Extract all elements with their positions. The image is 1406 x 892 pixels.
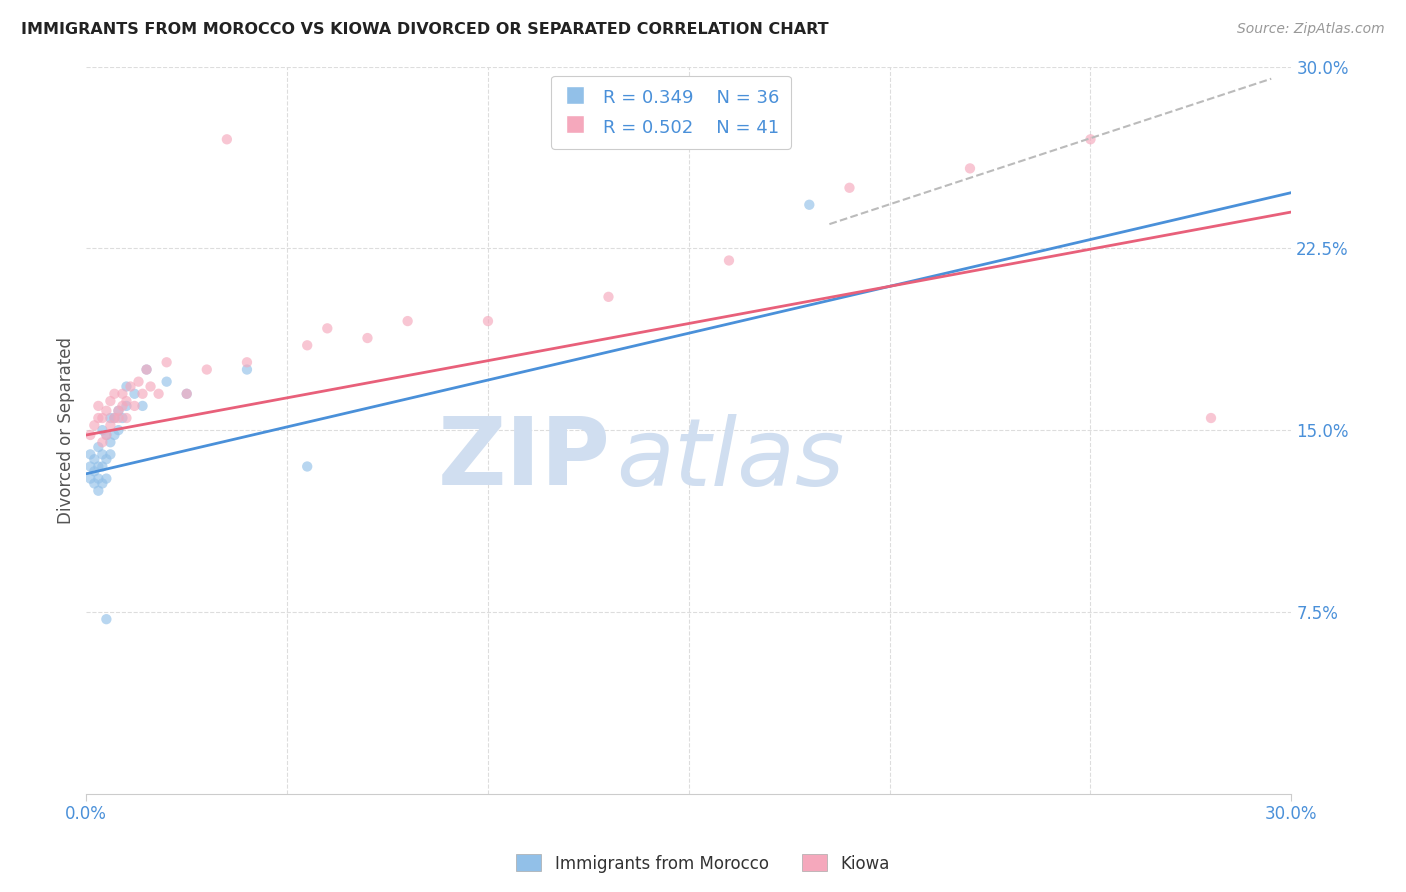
Point	[131, 399, 153, 413]
Point	[100, 394, 122, 409]
Point	[135, 362, 157, 376]
Point	[195, 362, 218, 376]
Point	[176, 386, 198, 401]
Point	[115, 394, 138, 409]
Point	[83, 452, 105, 467]
Point	[96, 428, 118, 442]
Point	[103, 386, 125, 401]
Point	[236, 362, 259, 376]
Text: atlas: atlas	[616, 414, 845, 505]
Point	[598, 290, 620, 304]
Point	[236, 355, 259, 369]
Point	[79, 472, 101, 486]
Point	[100, 435, 122, 450]
Point	[96, 428, 118, 442]
Point	[396, 314, 419, 328]
Point	[297, 338, 319, 352]
Point	[96, 472, 118, 486]
Point	[87, 459, 110, 474]
Point	[838, 181, 860, 195]
Text: ZIP: ZIP	[437, 413, 610, 505]
Point	[107, 411, 129, 425]
Point	[79, 459, 101, 474]
Point	[111, 386, 134, 401]
Point	[103, 411, 125, 425]
Point	[91, 447, 114, 461]
Point	[297, 459, 319, 474]
Point	[96, 403, 118, 417]
Point	[87, 399, 110, 413]
Point	[87, 472, 110, 486]
Point	[356, 331, 378, 345]
Point	[83, 464, 105, 478]
Point	[215, 132, 238, 146]
Point	[107, 403, 129, 417]
Point	[91, 411, 114, 425]
Point	[156, 375, 179, 389]
Point	[316, 321, 339, 335]
Point	[100, 411, 122, 425]
Point	[115, 399, 138, 413]
Point	[115, 411, 138, 425]
Point	[176, 386, 198, 401]
Point	[1199, 411, 1222, 425]
Point	[83, 476, 105, 491]
Point	[124, 386, 146, 401]
Point	[96, 452, 118, 467]
Point	[115, 379, 138, 393]
Point	[103, 411, 125, 425]
Point	[124, 399, 146, 413]
Point	[717, 253, 740, 268]
Point	[79, 428, 101, 442]
Point	[477, 314, 499, 328]
Text: IMMIGRANTS FROM MOROCCO VS KIOWA DIVORCED OR SEPARATED CORRELATION CHART: IMMIGRANTS FROM MOROCCO VS KIOWA DIVORCE…	[21, 22, 828, 37]
Point	[111, 399, 134, 413]
Point	[107, 423, 129, 437]
Point	[100, 447, 122, 461]
Point	[91, 423, 114, 437]
Text: Source: ZipAtlas.com: Source: ZipAtlas.com	[1237, 22, 1385, 37]
Point	[131, 386, 153, 401]
Point	[87, 411, 110, 425]
Point	[103, 428, 125, 442]
Point	[1080, 132, 1102, 146]
Point	[87, 483, 110, 498]
Point	[148, 386, 170, 401]
Point	[100, 418, 122, 433]
Point	[87, 440, 110, 454]
Legend: R = 0.349    N = 36, R = 0.502    N = 41: R = 0.349 N = 36, R = 0.502 N = 41	[551, 76, 790, 149]
Point	[91, 459, 114, 474]
Point	[91, 476, 114, 491]
Y-axis label: Divorced or Separated: Divorced or Separated	[58, 336, 75, 524]
Point	[799, 198, 821, 212]
Point	[959, 161, 981, 176]
Point	[128, 375, 150, 389]
Point	[79, 447, 101, 461]
Legend: Immigrants from Morocco, Kiowa: Immigrants from Morocco, Kiowa	[509, 847, 897, 880]
Point	[91, 435, 114, 450]
Point	[111, 411, 134, 425]
Point	[120, 379, 142, 393]
Point	[83, 418, 105, 433]
Point	[135, 362, 157, 376]
Point	[107, 403, 129, 417]
Point	[96, 612, 118, 626]
Point	[139, 379, 162, 393]
Point	[156, 355, 179, 369]
